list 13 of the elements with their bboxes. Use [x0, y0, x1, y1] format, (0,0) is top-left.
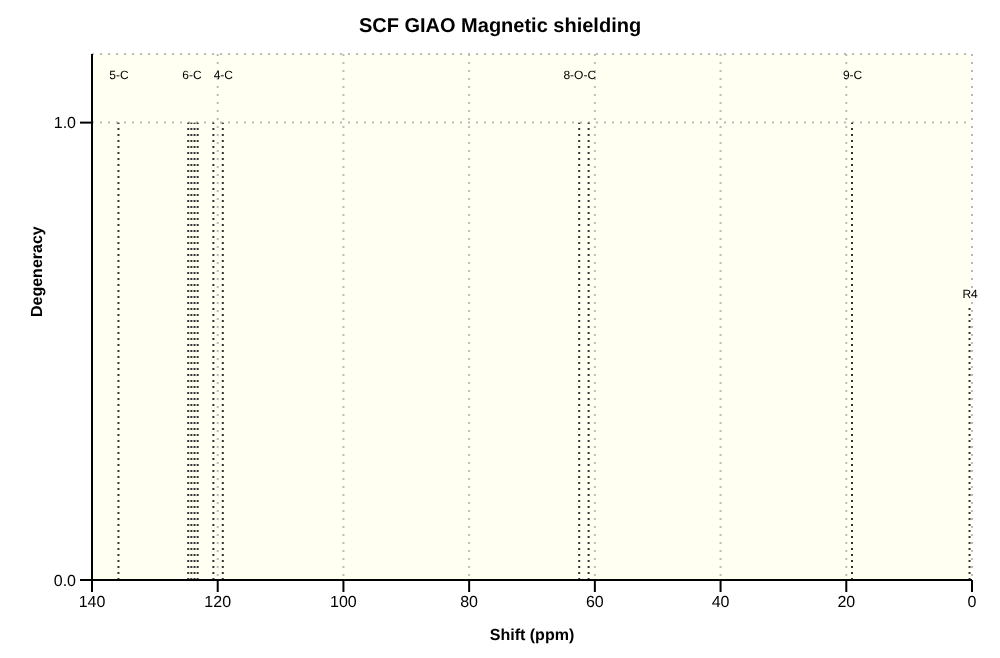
x-tick-label: 40: [711, 593, 731, 612]
x-axis-title: Shift (ppm): [489, 626, 575, 644]
chart-title: SCF GIAO Magnetic shielding: [356, 16, 644, 38]
x-tick-label: 0: [967, 593, 978, 612]
x-tick-label: 80: [460, 593, 480, 612]
x-tick-label: 100: [330, 593, 358, 612]
y-tick-label: 0.0: [53, 571, 78, 590]
x-tick-label: 60: [585, 593, 605, 612]
x-tick-label: 120: [204, 593, 233, 612]
y-axis-title: Degeneracy: [27, 225, 46, 317]
x-tick-label: 20: [837, 593, 857, 612]
y-tick-label: 1.0: [53, 114, 78, 133]
x-tick-label: 140: [78, 593, 107, 612]
